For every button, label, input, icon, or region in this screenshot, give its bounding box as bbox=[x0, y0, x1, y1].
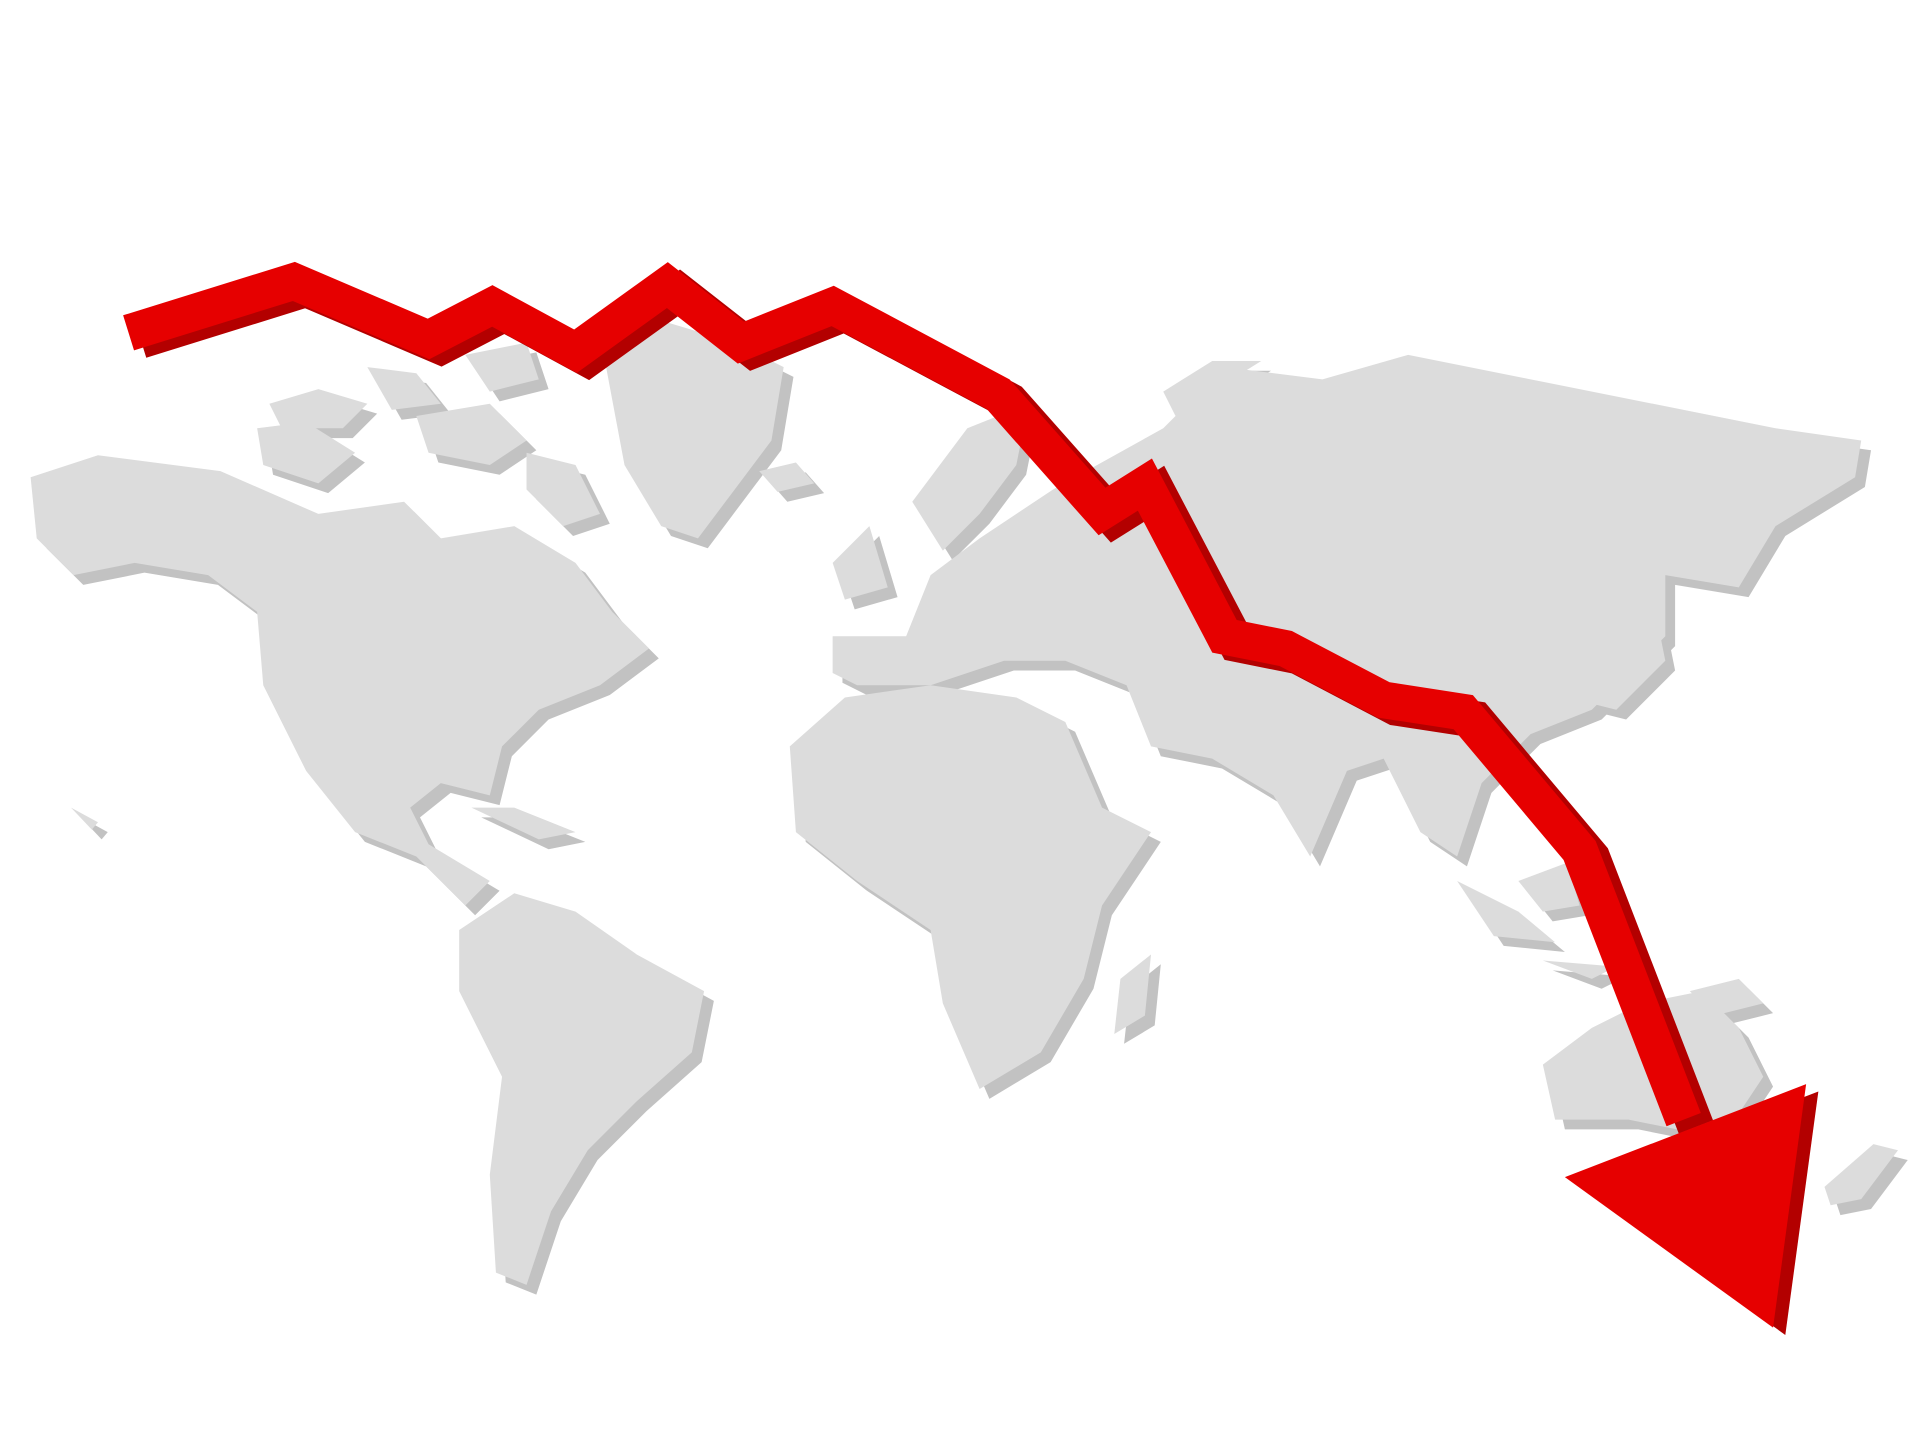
declining-arrow bbox=[123, 261, 1807, 1328]
hawaii bbox=[71, 807, 98, 830]
madagascar bbox=[1114, 954, 1152, 1034]
south-america bbox=[459, 893, 705, 1285]
arctic-islands-2 bbox=[257, 422, 356, 484]
arctic-islands-4 bbox=[416, 403, 527, 465]
novaya-zemlya bbox=[1163, 360, 1262, 417]
arctic-islands-1 bbox=[269, 389, 368, 429]
japan bbox=[1591, 599, 1666, 710]
africa bbox=[789, 685, 1152, 1090]
uk bbox=[832, 526, 888, 600]
indonesia-3 bbox=[1542, 960, 1617, 979]
greenland bbox=[606, 320, 784, 539]
arrow-head bbox=[1564, 1084, 1807, 1328]
indonesia-2 bbox=[1518, 862, 1580, 912]
new-zealand bbox=[1824, 1144, 1898, 1206]
world-map bbox=[30, 320, 1898, 1285]
scandinavia bbox=[912, 403, 1029, 551]
iceland bbox=[759, 462, 815, 492]
arctic-islands-5 bbox=[465, 342, 539, 392]
caribbean bbox=[471, 807, 576, 840]
north-america bbox=[30, 455, 649, 906]
arrow-shaft bbox=[123, 261, 1701, 1127]
indonesia-1 bbox=[1457, 881, 1556, 943]
